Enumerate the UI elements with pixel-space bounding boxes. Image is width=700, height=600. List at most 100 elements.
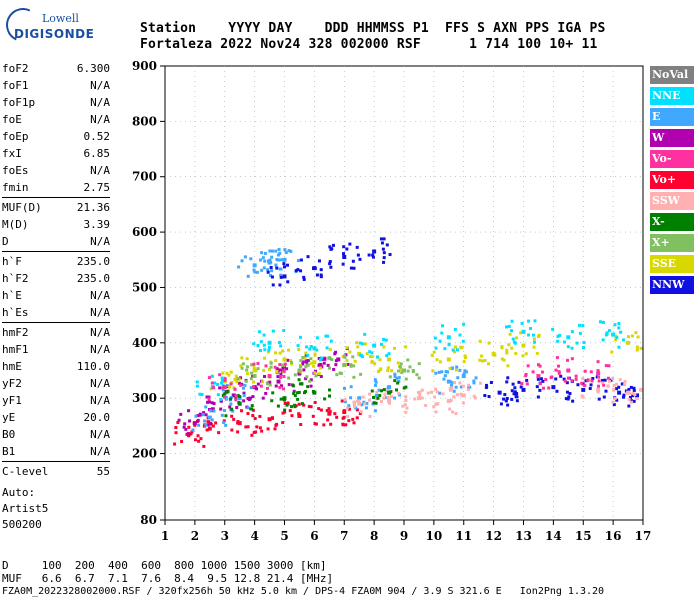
data-point-cluster bbox=[313, 266, 317, 270]
data-point-cluster bbox=[198, 413, 202, 417]
data-point-cluster bbox=[176, 420, 180, 424]
data-point-cluster bbox=[305, 345, 309, 349]
data-point-cluster bbox=[478, 339, 482, 343]
data-point-cluster bbox=[535, 351, 539, 355]
data-point-cluster bbox=[370, 351, 374, 355]
data-point-cluster bbox=[245, 368, 249, 372]
data-point-cluster bbox=[363, 332, 367, 336]
data-point-cluster bbox=[274, 263, 278, 267]
param-value: N/A bbox=[90, 377, 110, 390]
data-point-cluster bbox=[536, 377, 540, 381]
data-point-cluster bbox=[605, 331, 609, 335]
data-point-cluster bbox=[326, 418, 330, 422]
data-point-cluster bbox=[450, 383, 454, 387]
data-point-cluster bbox=[384, 338, 388, 342]
param-value: N/A bbox=[90, 394, 110, 407]
data-point-cluster bbox=[256, 382, 260, 386]
data-point-cluster bbox=[289, 360, 293, 364]
data-point-cluster bbox=[297, 390, 301, 394]
data-point-cluster bbox=[174, 431, 178, 435]
data-point-cluster bbox=[293, 403, 297, 407]
data-point-cluster bbox=[232, 386, 236, 390]
data-point-cluster bbox=[342, 245, 346, 249]
data-point-cluster bbox=[566, 376, 570, 380]
data-point-cluster bbox=[219, 381, 223, 385]
data-point-cluster bbox=[278, 385, 282, 389]
data-point-cluster bbox=[438, 339, 442, 343]
data-point-cluster bbox=[386, 369, 390, 373]
data-point-cluster bbox=[578, 331, 582, 335]
data-point-cluster bbox=[404, 385, 408, 389]
data-point-cluster bbox=[433, 336, 437, 340]
data-point-cluster bbox=[277, 248, 281, 252]
data-point-cluster bbox=[612, 383, 616, 387]
data-point-cluster bbox=[304, 354, 308, 358]
data-point-cluster bbox=[297, 412, 301, 416]
data-point-cluster bbox=[612, 403, 616, 407]
data-point-cluster bbox=[245, 365, 249, 369]
data-point bbox=[521, 343, 526, 348]
data-point-cluster bbox=[411, 368, 415, 372]
data-point-cluster bbox=[385, 243, 389, 247]
data-point-cluster bbox=[358, 341, 362, 345]
data-point-cluster bbox=[504, 399, 508, 403]
data-point bbox=[372, 249, 377, 254]
data-point-cluster bbox=[473, 396, 477, 400]
data-point-cluster bbox=[449, 398, 453, 402]
data-point-cluster bbox=[398, 365, 402, 369]
x-tick-label: 7 bbox=[340, 529, 348, 543]
data-point-cluster bbox=[531, 370, 535, 374]
data-point-cluster bbox=[451, 348, 455, 352]
param-name: M(D) bbox=[2, 218, 29, 231]
y-tick-label: 400 bbox=[132, 336, 157, 350]
data-point-cluster bbox=[349, 363, 353, 367]
data-point-cluster bbox=[576, 383, 580, 387]
data-point-cluster bbox=[269, 361, 273, 365]
data-point-cluster bbox=[500, 357, 504, 361]
data-point-cluster bbox=[399, 362, 403, 366]
data-point bbox=[297, 368, 302, 373]
x-tick-label: 8 bbox=[370, 529, 378, 543]
param-row: MUF(D) 21.36 bbox=[2, 199, 110, 216]
data-point-cluster bbox=[332, 367, 336, 371]
data-point-cluster bbox=[285, 403, 289, 407]
data-point-cluster bbox=[582, 346, 586, 350]
legend-item-ssw: SSW bbox=[650, 192, 694, 210]
data-point-cluster bbox=[233, 387, 237, 391]
data-point-cluster bbox=[371, 255, 375, 259]
param-value: N/A bbox=[90, 96, 110, 109]
data-point-cluster bbox=[278, 351, 282, 355]
data-point-cluster bbox=[630, 334, 634, 338]
data-point-cluster bbox=[438, 391, 442, 395]
data-point-cluster bbox=[633, 393, 637, 397]
data-point-cluster bbox=[373, 409, 377, 413]
data-point-cluster bbox=[313, 400, 317, 404]
data-point-cluster bbox=[533, 319, 537, 323]
data-point-cluster bbox=[623, 379, 627, 383]
data-point-cluster bbox=[227, 373, 231, 377]
x-tick-label: 17 bbox=[635, 529, 652, 543]
data-point-cluster bbox=[304, 351, 308, 355]
data-point-cluster bbox=[404, 345, 408, 349]
data-point-cluster bbox=[226, 390, 230, 394]
data-point-cluster bbox=[268, 260, 272, 264]
data-point-cluster bbox=[230, 428, 234, 432]
param-row: yF1 N/A bbox=[2, 392, 110, 409]
data-point-cluster bbox=[417, 391, 421, 395]
data-point-cluster bbox=[376, 396, 380, 400]
data-point-cluster bbox=[404, 377, 408, 381]
data-point bbox=[536, 374, 541, 379]
data-point-cluster bbox=[221, 388, 225, 392]
data-point-cluster bbox=[256, 344, 260, 348]
data-point-cluster bbox=[308, 379, 312, 383]
data-point-cluster bbox=[317, 407, 321, 411]
data-point-cluster bbox=[259, 258, 263, 262]
data-point-cluster bbox=[436, 402, 440, 406]
data-point-cluster bbox=[327, 366, 331, 370]
data-point-cluster bbox=[250, 371, 254, 375]
data-point-cluster bbox=[276, 404, 280, 408]
y-tick-label: 500 bbox=[132, 280, 157, 294]
data-point-cluster bbox=[216, 393, 220, 397]
data-point-cluster bbox=[628, 396, 632, 400]
data-point-cluster bbox=[570, 346, 574, 350]
